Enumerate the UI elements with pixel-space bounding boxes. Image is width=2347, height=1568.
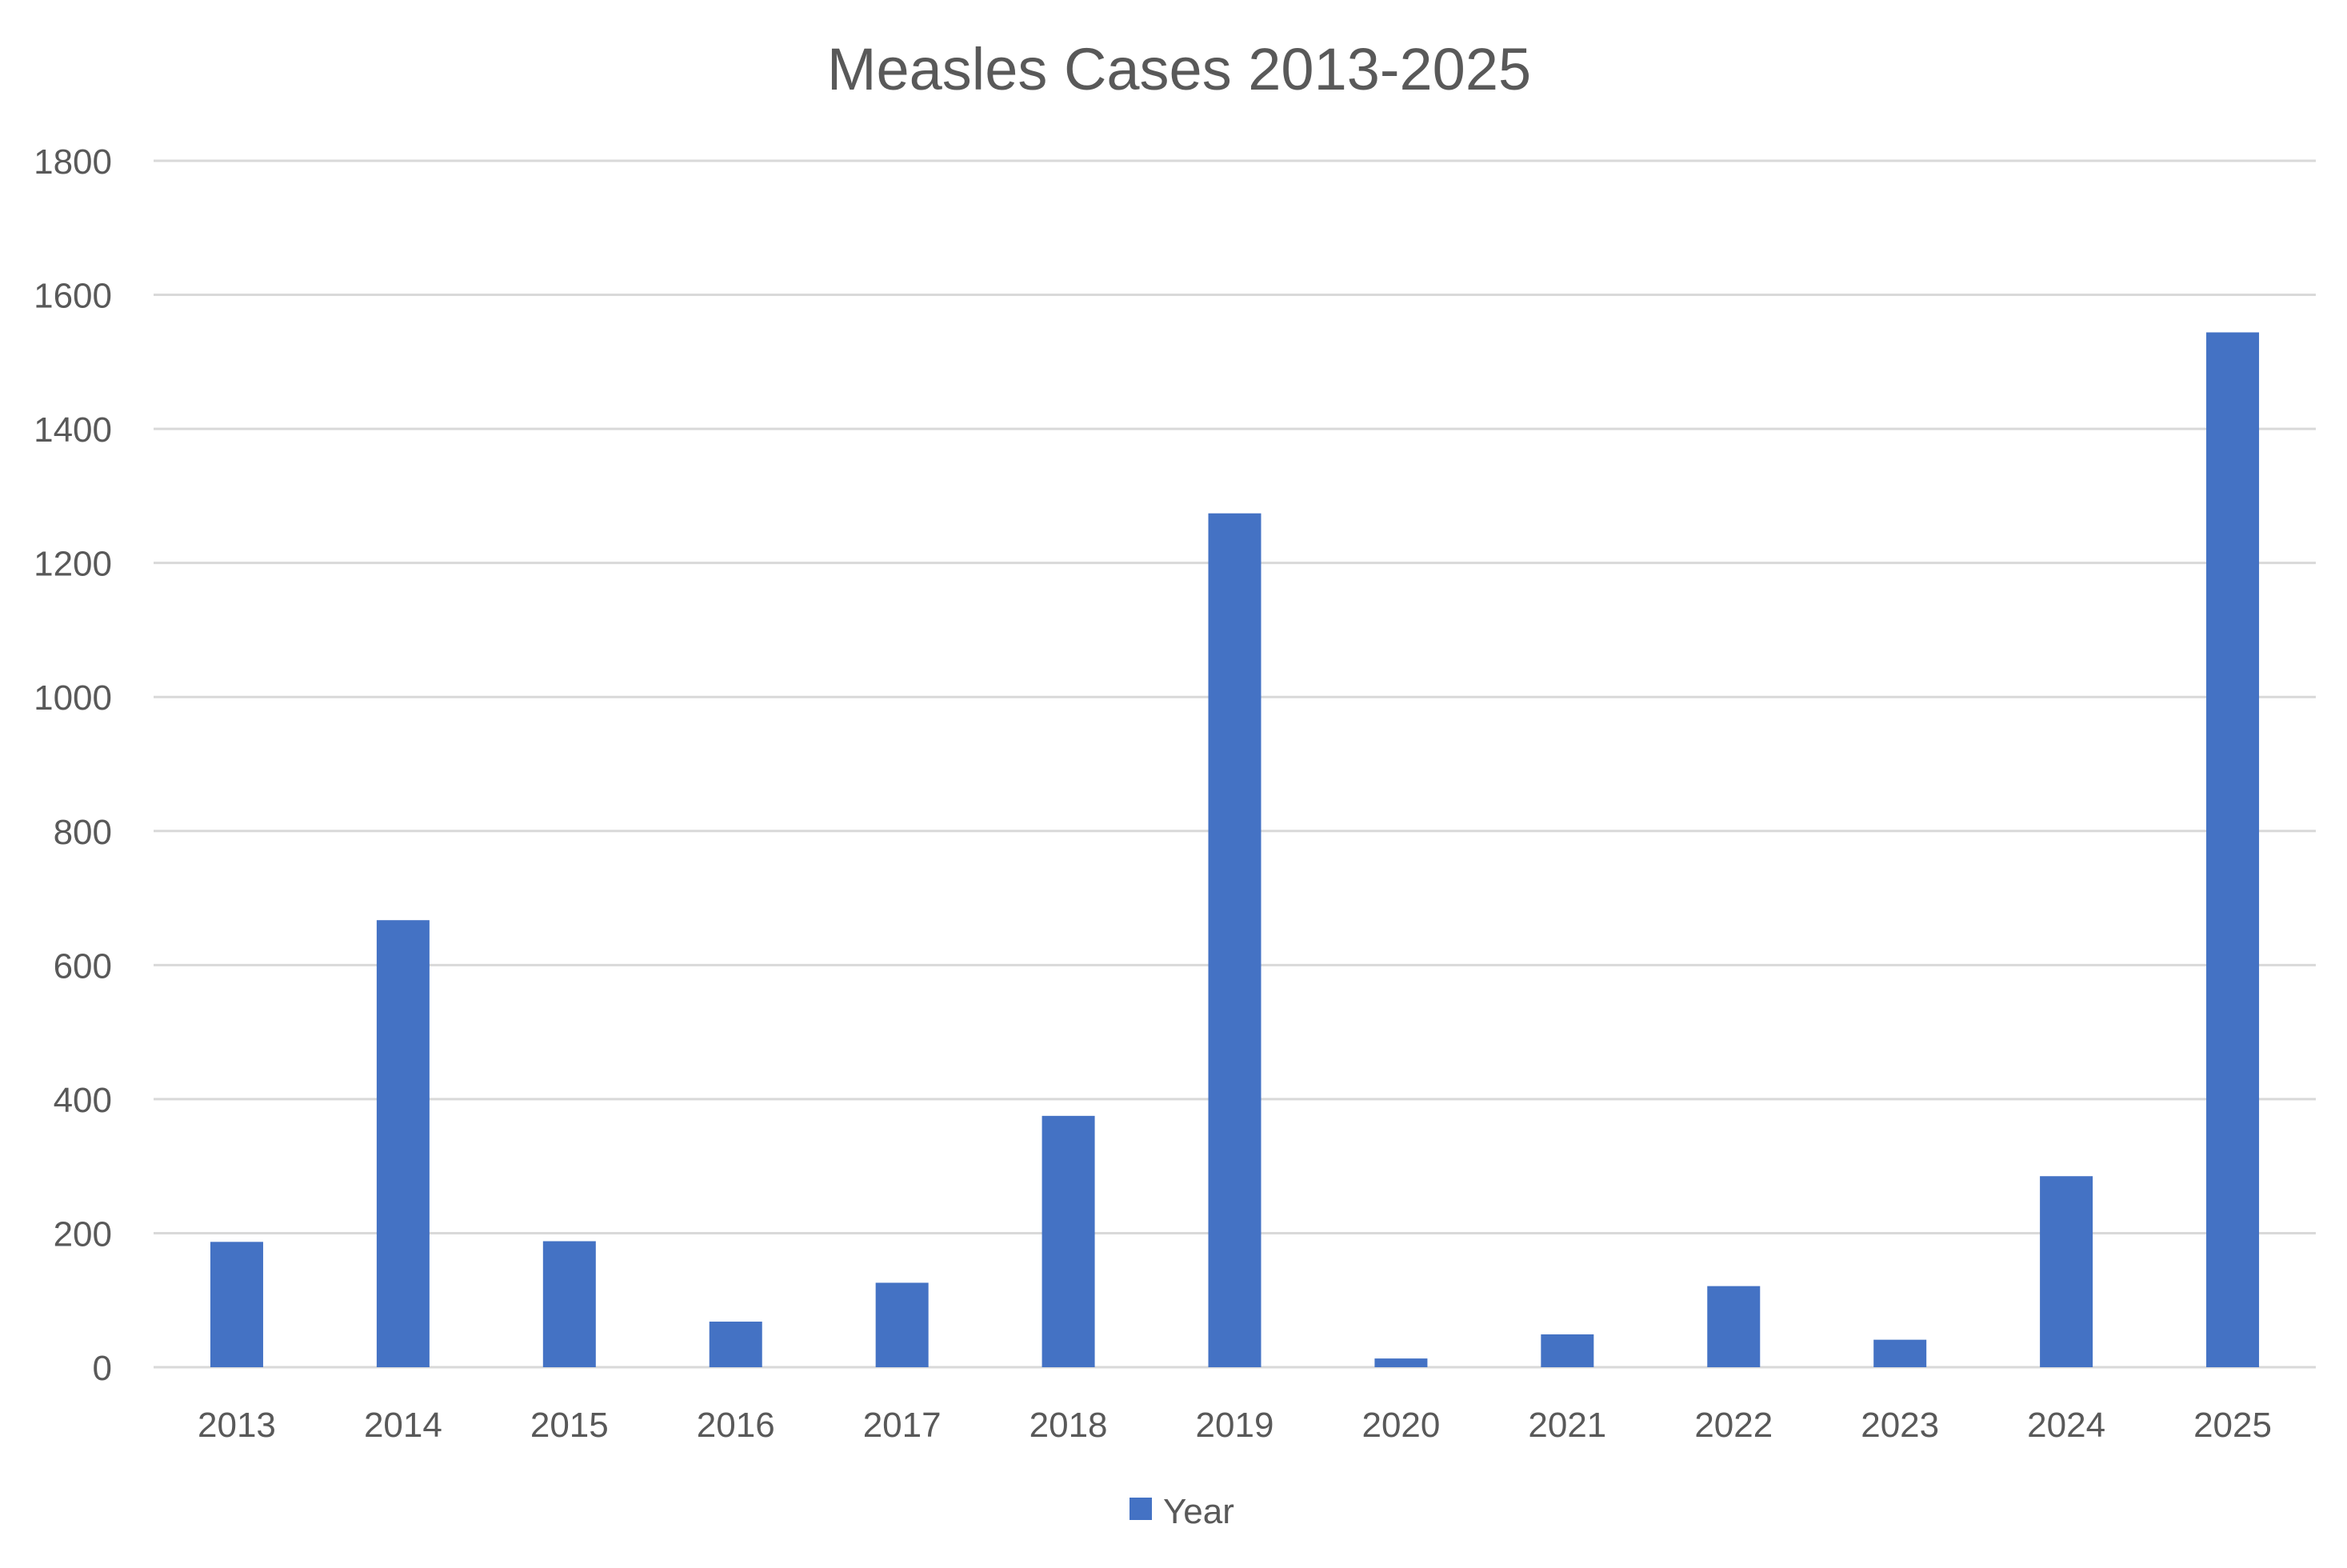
y-tick-label: 1600 — [34, 277, 112, 316]
bar-2022 — [1707, 1286, 1761, 1367]
y-tick-label: 0 — [93, 1349, 112, 1388]
y-tick-label: 400 — [54, 1081, 112, 1120]
bar-2025 — [2206, 332, 2260, 1368]
legend-swatch — [1130, 1498, 1152, 1520]
x-tick-label: 2016 — [697, 1406, 775, 1445]
y-tick-label: 200 — [54, 1214, 112, 1254]
bar-2015 — [542, 1241, 596, 1367]
legend-label: Year — [1163, 1492, 1234, 1531]
y-tick-label: 600 — [54, 946, 112, 986]
y-tick-label: 1000 — [34, 678, 112, 718]
x-tick-label: 2013 — [198, 1406, 276, 1445]
bar-2013 — [210, 1242, 263, 1367]
x-tick-label: 2017 — [863, 1406, 942, 1445]
bar-2018 — [1042, 1115, 1095, 1367]
x-tick-label: 2014 — [364, 1406, 442, 1445]
x-tick-label: 2018 — [1030, 1406, 1108, 1445]
bar-2021 — [1541, 1334, 1594, 1367]
x-tick-label: 2023 — [1861, 1406, 1939, 1445]
y-tick-label: 800 — [54, 813, 112, 852]
y-tick-label: 1800 — [34, 142, 112, 182]
bar-2016 — [709, 1322, 762, 1367]
chart-title: Measles Cases 2013-2025 — [827, 36, 1531, 102]
x-tick-label: 2020 — [1361, 1406, 1440, 1445]
y-tick-label: 1400 — [34, 410, 112, 450]
x-tick-label: 2022 — [1694, 1406, 1773, 1445]
legend: Year — [1130, 1492, 1234, 1531]
x-tick-label: 2015 — [530, 1406, 609, 1445]
bar-2014 — [376, 920, 430, 1367]
bar-2017 — [875, 1282, 929, 1367]
x-tick-label: 2024 — [2027, 1406, 2105, 1445]
bar-2024 — [2040, 1176, 2093, 1367]
y-tick-label: 1200 — [34, 545, 112, 584]
bar-2020 — [1374, 1358, 1428, 1367]
x-tick-label: 2019 — [1196, 1406, 1274, 1445]
bar-2019 — [1208, 513, 1261, 1367]
bar-2023 — [1873, 1339, 1927, 1367]
x-tick-label: 2025 — [2193, 1406, 2272, 1445]
x-tick-label: 2021 — [1528, 1406, 1606, 1445]
